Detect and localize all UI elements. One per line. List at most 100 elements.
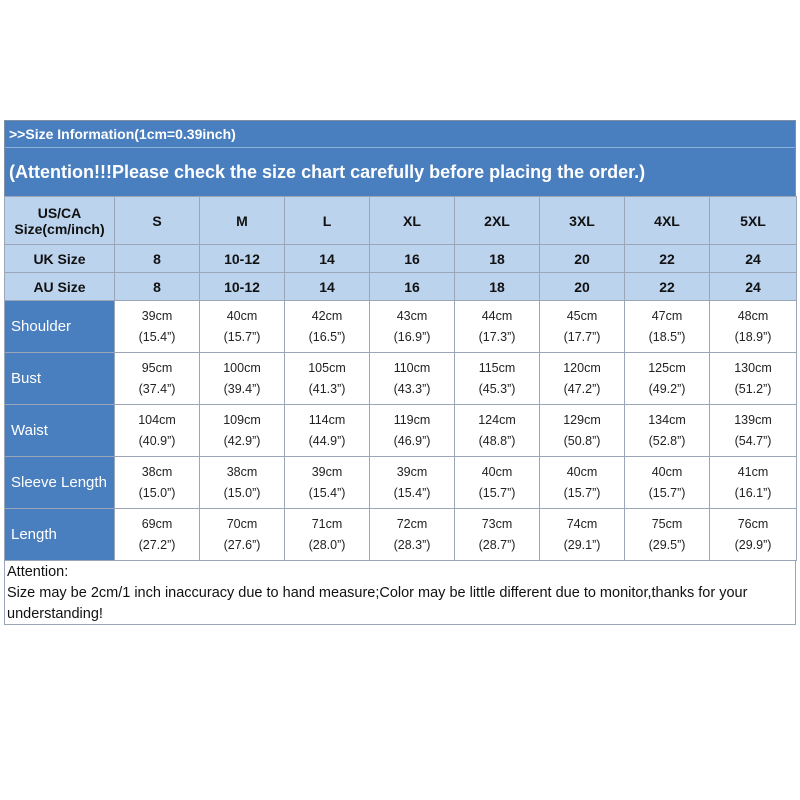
inch-value: (15.7”) <box>478 485 516 500</box>
size-header: XL <box>369 196 455 245</box>
uk-size-value: 20 <box>539 244 625 273</box>
au-size-value: 10-12 <box>199 272 285 301</box>
measurement-cell: 104cm (40.9”) <box>114 404 200 457</box>
cm-value: 73cm <box>481 516 513 531</box>
cm-value: 44cm <box>481 308 513 323</box>
au-size-value: 8 <box>114 272 200 301</box>
inch-value: (16.1”) <box>734 485 772 500</box>
measurement-cell: 139cm (54.7”) <box>709 404 797 457</box>
measurement-cell: 73cm (28.7”) <box>454 508 540 561</box>
cm-value: 39cm <box>311 464 343 479</box>
cm-value: 95cm <box>141 360 173 375</box>
cm-value: 48cm <box>737 308 769 323</box>
au-size-value: 20 <box>539 272 625 301</box>
measurement-cell: 75cm (29.5”) <box>624 508 710 561</box>
measurement-label: Bust <box>4 352 115 405</box>
inch-value: (44.9”) <box>308 433 346 448</box>
inch-value: (39.4”) <box>223 381 261 396</box>
cm-value: 71cm <box>311 516 343 531</box>
uk-size-value: 22 <box>624 244 710 273</box>
uk-size-value: 14 <box>284 244 370 273</box>
cm-value: 38cm <box>141 464 173 479</box>
measurement-label: Shoulder <box>4 300 115 353</box>
measurement-cell: 38cm (15.0”) <box>114 456 200 509</box>
measurement-row: Shoulder 39cm (15.4”) 40cm (15.7”) 42cm (16.5”… <box>4 300 797 353</box>
measurement-cell: 41cm (16.1”) <box>709 456 797 509</box>
measurement-cell: 48cm (18.9”) <box>709 300 797 353</box>
inch-value: (28.0”) <box>308 537 346 552</box>
inch-value: (49.2”) <box>648 381 686 396</box>
inch-value: (54.7”) <box>734 433 772 448</box>
size-header: 3XL <box>539 196 625 245</box>
inch-value: (29.5”) <box>648 537 686 552</box>
attention-banner: (Attention!!!Please check the size chart… <box>9 162 646 182</box>
cm-value: 40cm <box>566 464 598 479</box>
inch-value: (15.7”) <box>223 329 261 344</box>
inch-value: (29.1”) <box>563 537 601 552</box>
cm-value: 40cm <box>226 308 258 323</box>
measurement-cell: 95cm (37.4”) <box>114 352 200 405</box>
inch-value: (50.8”) <box>563 433 601 448</box>
cm-value: 69cm <box>141 516 173 531</box>
measurement-cell: 114cm (44.9”) <box>284 404 370 457</box>
cm-value: 75cm <box>651 516 683 531</box>
measurement-row: Sleeve Length 38cm (15.0”) 38cm (15.0”) 39cm (… <box>4 456 797 509</box>
inch-value: (18.9”) <box>734 329 772 344</box>
inch-value: (27.6”) <box>223 537 261 552</box>
au-size-value: 24 <box>709 272 797 301</box>
cm-value: 43cm <box>396 308 428 323</box>
cm-value: 120cm <box>563 360 601 375</box>
measurement-cell: 71cm (28.0”) <box>284 508 370 561</box>
size-header: 2XL <box>454 196 540 245</box>
measurement-label: Length <box>4 508 115 561</box>
au-size-value: 18 <box>454 272 540 301</box>
attention-note: Attention: Size may be 2cm/1 inch inaccu… <box>4 561 796 625</box>
cm-value: 134cm <box>648 412 686 427</box>
measurement-cell: 76cm (29.9”) <box>709 508 797 561</box>
cm-value: 100cm <box>223 360 261 375</box>
size-table: US/CA Size(cm/inch) S M L XL 2XL 3XL 4XL… <box>4 196 797 561</box>
measurement-cell: 125cm (49.2”) <box>624 352 710 405</box>
us-size-label: US/CA Size(cm/inch) <box>4 196 115 245</box>
inch-value: (28.7”) <box>478 537 516 552</box>
cm-value: 39cm <box>396 464 428 479</box>
measurement-cell: 70cm (27.6”) <box>199 508 285 561</box>
inch-value: (16.9”) <box>393 329 431 344</box>
inch-value: (15.0”) <box>223 485 261 500</box>
measurement-cell: 45cm (17.7”) <box>539 300 625 353</box>
cm-value: 39cm <box>141 308 173 323</box>
cm-value: 110cm <box>393 360 431 375</box>
size-header: L <box>284 196 370 245</box>
measurement-row: Bust 95cm (37.4”) 100cm (39.4”) 105cm (41.3”) 1… <box>4 352 797 405</box>
inch-value: (40.9”) <box>138 433 176 448</box>
measurement-cell: 38cm (15.0”) <box>199 456 285 509</box>
cm-value: 109cm <box>223 412 261 427</box>
cm-value: 40cm <box>481 464 513 479</box>
inch-value: (17.7”) <box>563 329 601 344</box>
inch-value: (15.0”) <box>138 485 176 500</box>
inch-value: (48.8”) <box>478 433 516 448</box>
measurement-cell: 40cm (15.7”) <box>199 300 285 353</box>
cm-value: 115cm <box>478 360 516 375</box>
cm-value: 45cm <box>566 308 598 323</box>
inch-value: (42.9”) <box>223 433 261 448</box>
cm-value: 125cm <box>648 360 686 375</box>
cm-value: 119cm <box>393 412 431 427</box>
inch-value: (45.3”) <box>478 381 516 396</box>
measurement-cell: 39cm (15.4”) <box>114 300 200 353</box>
inch-value: (28.3”) <box>393 537 431 552</box>
au-size-label: AU Size <box>4 272 115 301</box>
size-header: M <box>199 196 285 245</box>
cm-value: 70cm <box>226 516 258 531</box>
inch-value: (37.4”) <box>138 381 176 396</box>
cm-value: 41cm <box>737 464 769 479</box>
size-chart: >>Size Information(1cm=0.39inch) (Attent… <box>4 120 797 625</box>
cm-value: 38cm <box>226 464 258 479</box>
size-header: S <box>114 196 200 245</box>
measurement-cell: 40cm (15.7”) <box>539 456 625 509</box>
inch-value: (51.2”) <box>734 381 772 396</box>
size-header: 5XL <box>709 196 797 245</box>
measurement-cell: 120cm (47.2”) <box>539 352 625 405</box>
inch-value: (15.7”) <box>648 485 686 500</box>
inch-value: (29.9”) <box>734 537 772 552</box>
